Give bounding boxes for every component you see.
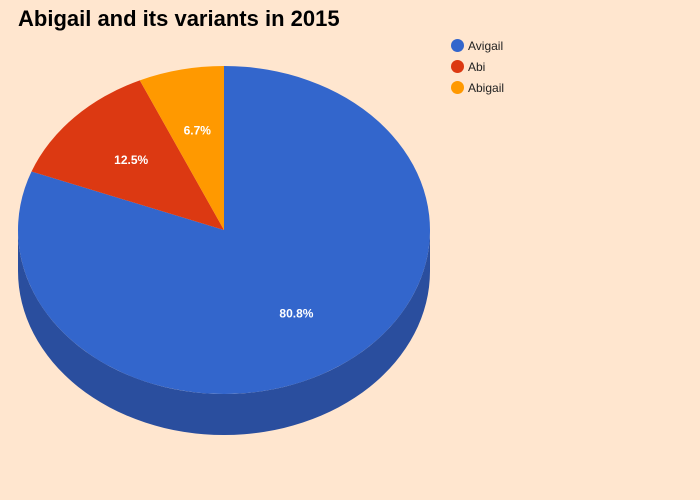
slice-avigail[interactable] — [17, 66, 430, 395]
legend-label: Abigail — [468, 80, 505, 95]
slice-label-abigail: 6.7% — [184, 124, 212, 138]
pie-side-walls — [18, 230, 430, 435]
legend-item-avigail[interactable]: Avigail — [451, 35, 504, 56]
slice-side-avigail — [18, 230, 430, 435]
chart-title: Abigail and its variants in 2015 — [18, 6, 340, 31]
legend-swatch — [451, 39, 464, 52]
pie-slices — [17, 66, 430, 395]
legend: Avigail Abi Abigail — [451, 35, 504, 98]
legend-label: Avigail — [468, 38, 504, 53]
slice-abi[interactable] — [31, 80, 224, 231]
legend-item-abi[interactable]: Abi — [451, 56, 504, 77]
slice-label-abi: 12.5% — [114, 153, 148, 167]
legend-label: Abi — [468, 59, 486, 74]
slice-label-avigail: 80.8% — [279, 307, 313, 321]
slice-abigail[interactable] — [139, 66, 224, 230]
legend-swatch — [451, 81, 464, 94]
legend-swatch — [451, 60, 464, 73]
legend-item-abigail[interactable]: Abigail — [451, 77, 504, 98]
slice-labels: 80.8% 12.5% 6.7% — [114, 124, 314, 321]
